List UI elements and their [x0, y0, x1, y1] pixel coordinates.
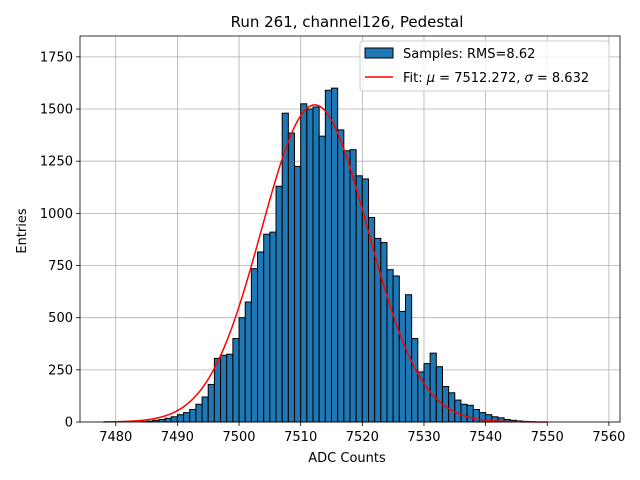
chart-title: Run 261, channel126, Pedestal	[231, 13, 464, 31]
histogram-bar	[460, 403, 468, 423]
histogram-bar	[232, 338, 240, 423]
histogram-bar	[448, 392, 456, 423]
histogram-bar	[466, 404, 474, 423]
legend: Samples: RMS=8.62 Fit: μ = 7512.272, σ =…	[359, 40, 610, 92]
y-tick-label: 250	[48, 363, 73, 378]
x-tick-label: 7540	[469, 430, 502, 445]
histogram-bar	[386, 269, 394, 423]
histogram-bar	[170, 416, 178, 423]
histogram-bar	[244, 301, 252, 423]
histogram-bar	[269, 231, 277, 423]
y-tick-label: 500	[48, 311, 73, 326]
histogram-bar	[287, 132, 296, 423]
legend-label-fit: Fit: μ = 7512.272, σ = 8.632	[403, 71, 589, 86]
y-tick-label: 1250	[40, 155, 73, 170]
x-tick-label: 7490	[161, 430, 194, 445]
gaussian-fit-curve	[103, 104, 548, 423]
histogram-bar	[472, 408, 480, 423]
histogram-bar	[226, 353, 234, 423]
histogram-bar	[423, 363, 431, 423]
legend-swatch-samples	[364, 47, 394, 59]
histogram-bar	[324, 89, 333, 423]
histogram-bar	[250, 268, 259, 423]
x-tick-label: 7550	[531, 430, 564, 445]
y-axis-ticks: 0 250 500 750 1000 1250 1500 1750	[40, 50, 80, 431]
histogram-bar	[398, 310, 406, 423]
x-tick-label: 7520	[346, 430, 379, 445]
x-axis-ticks: 7480 7490 7500 7510 7520 7530 7540 7550 7560	[99, 422, 625, 445]
histogram-bar	[176, 414, 185, 423]
histogram-bar	[220, 354, 228, 423]
histogram-bar	[331, 87, 339, 423]
histogram-bar	[275, 185, 283, 423]
x-axis-label: ADC Counts	[308, 451, 386, 466]
histogram-bar	[306, 108, 314, 423]
histogram-bar	[435, 366, 443, 423]
histogram-bar	[380, 242, 388, 423]
y-tick-label: 1750	[40, 50, 73, 65]
histogram-bar	[355, 175, 363, 423]
histogram-bar	[195, 403, 203, 423]
y-tick-label: 0	[65, 416, 73, 431]
histogram-bars	[139, 87, 536, 423]
histogram-bar	[300, 103, 308, 423]
x-tick-label: 7560	[592, 430, 625, 445]
x-tick-label: 7480	[99, 430, 132, 445]
histogram-bar	[454, 399, 462, 423]
y-tick-label: 1000	[40, 207, 73, 222]
histogram-bar	[343, 150, 351, 423]
histogram-bar	[183, 412, 191, 423]
histogram-bar	[337, 129, 345, 423]
histogram-bar	[257, 251, 265, 423]
x-tick-label: 7510	[284, 430, 317, 445]
histogram-bar	[238, 317, 246, 423]
histogram-bar	[392, 275, 400, 423]
histogram-bar	[349, 149, 357, 423]
histogram-bar	[429, 352, 437, 423]
y-tick-label: 750	[48, 259, 73, 274]
x-tick-label: 7500	[222, 430, 255, 445]
x-tick-label: 7530	[407, 430, 440, 445]
histogram-bar	[312, 106, 320, 423]
y-axis-label: Entries	[15, 208, 30, 254]
histogram-bar	[189, 408, 197, 423]
histogram-bar	[207, 383, 215, 423]
histogram-bar	[201, 396, 209, 423]
histogram-bar	[164, 417, 172, 423]
histogram-bar	[263, 233, 271, 423]
histogram-bar	[318, 135, 326, 423]
legend-box	[359, 40, 610, 92]
histogram-bar	[281, 112, 289, 423]
histogram-bar	[294, 165, 302, 423]
axes-frame	[79, 35, 621, 423]
y-tick-label: 1500	[40, 103, 73, 118]
histogram-bar	[411, 338, 419, 423]
legend-label-samples: Samples: RMS=8.62	[403, 47, 535, 62]
